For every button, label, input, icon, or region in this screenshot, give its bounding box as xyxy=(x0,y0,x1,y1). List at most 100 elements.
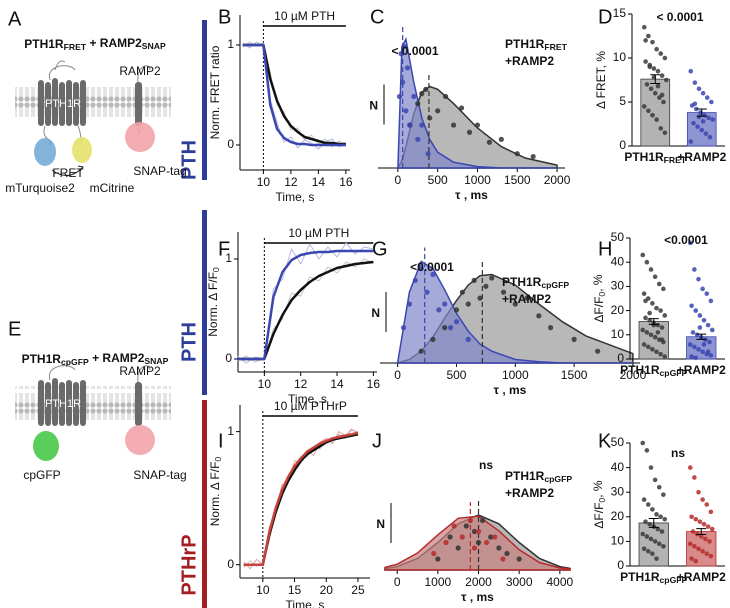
trace xyxy=(243,428,359,570)
data-point xyxy=(646,108,651,114)
data-point xyxy=(658,351,663,357)
x-tick-label: +RAMP2 xyxy=(677,363,726,377)
sensor-label: cpGFP xyxy=(23,468,60,482)
data-point xyxy=(696,86,702,92)
data-point xyxy=(645,344,651,350)
data-point xyxy=(400,325,407,331)
y-axis-label: N xyxy=(371,306,380,320)
data-point xyxy=(418,348,424,354)
data-point xyxy=(647,310,652,316)
x-tick-label: PTH1RcpGFP xyxy=(620,570,687,585)
data-point xyxy=(463,523,469,529)
data-point xyxy=(693,355,699,361)
data-point xyxy=(708,298,714,304)
annotation: 10 µM PTH xyxy=(274,9,335,23)
x-axis-label: τ , ms xyxy=(461,590,494,604)
density-area xyxy=(397,37,557,169)
x-tick-label-part: PTH1R xyxy=(620,570,660,584)
data-point xyxy=(430,336,436,342)
data-point xyxy=(411,93,417,100)
data-point xyxy=(595,348,601,354)
x-tick-label: 15 xyxy=(288,583,302,597)
data-point xyxy=(687,240,693,246)
diagram-title-part: + RAMP2 xyxy=(86,36,142,50)
data-point xyxy=(645,502,651,507)
data-point xyxy=(705,322,711,328)
y-tick-label: 20 xyxy=(611,303,625,317)
y-tick-label: 0 xyxy=(619,138,626,152)
y-tick-label: 40 xyxy=(611,460,625,474)
data-point xyxy=(691,120,696,126)
data-point xyxy=(640,531,646,537)
y-tick-label: 0 xyxy=(225,351,232,365)
data-point xyxy=(656,541,662,547)
x-axis-label: τ , ms xyxy=(494,383,527,397)
data-point xyxy=(471,528,478,535)
data-point xyxy=(700,497,705,502)
panel-letter: C xyxy=(370,6,384,28)
data-point xyxy=(644,82,650,87)
legend-label: PTH1RcpGFP xyxy=(505,469,572,484)
data-point xyxy=(648,86,654,92)
x-tick-label: 4000 xyxy=(546,575,573,589)
data-point xyxy=(647,317,652,323)
data-point xyxy=(479,517,486,524)
donor-label: mTurquoise2 xyxy=(5,181,75,195)
y-axis-label: ΔF/F0, % xyxy=(591,480,607,528)
diagram-title-part: FRET xyxy=(64,42,87,52)
data-point xyxy=(415,101,421,107)
data-point xyxy=(644,534,650,539)
data-point xyxy=(650,39,655,45)
data-point xyxy=(705,349,711,355)
data-point xyxy=(641,104,647,109)
side-bar xyxy=(202,210,207,395)
data-point xyxy=(688,68,694,74)
y-tick-label: 10 xyxy=(611,327,625,341)
data-point xyxy=(701,317,707,323)
data-point xyxy=(650,551,655,556)
data-point xyxy=(708,353,714,358)
data-point xyxy=(455,545,461,551)
x-tick-label-part: cpGFP xyxy=(660,575,688,585)
data-point xyxy=(692,475,697,480)
data-point xyxy=(423,86,429,92)
data-point xyxy=(447,325,454,331)
data-point xyxy=(465,336,471,342)
x-tick-label: PTH1RcpGFP xyxy=(620,363,687,378)
data-point xyxy=(690,330,696,335)
data-point xyxy=(662,354,668,359)
annotation: ns xyxy=(671,446,685,460)
ramp-label: RAMP2 xyxy=(119,364,161,378)
data-point xyxy=(706,115,711,121)
x-tick-label-part: PTH1R xyxy=(620,363,660,377)
data-point xyxy=(654,117,659,122)
panel-letter: H xyxy=(598,238,612,260)
data-point xyxy=(648,465,654,470)
tag-label: SNAP-tag xyxy=(133,468,186,482)
data-point xyxy=(705,524,711,529)
panel-letter: F xyxy=(218,238,230,260)
data-point xyxy=(693,558,699,564)
diagram-title: PTH1RcpGFP + RAMP2SNAP xyxy=(22,351,169,367)
data-point xyxy=(689,303,694,309)
panel-letter: D xyxy=(598,6,612,28)
data-point xyxy=(662,516,668,522)
data-point xyxy=(709,99,714,105)
y-axis-label-part: 0 xyxy=(211,267,221,272)
data-point xyxy=(547,325,554,331)
data-point xyxy=(496,545,502,551)
x-tick-label: 14 xyxy=(312,175,326,189)
panel-letter: J xyxy=(372,430,382,452)
data-point xyxy=(701,342,707,347)
data-point xyxy=(459,289,465,295)
data-point xyxy=(704,551,710,556)
x-tick-label: 2000 xyxy=(620,368,647,382)
y-axis-label-part: 0 xyxy=(597,292,607,297)
data-point xyxy=(644,330,650,335)
data-point xyxy=(471,277,477,283)
data-point xyxy=(641,546,647,552)
data-point xyxy=(652,90,658,96)
y-tick-label: 40 xyxy=(611,254,625,268)
data-point xyxy=(661,286,666,292)
data-point xyxy=(640,327,646,333)
